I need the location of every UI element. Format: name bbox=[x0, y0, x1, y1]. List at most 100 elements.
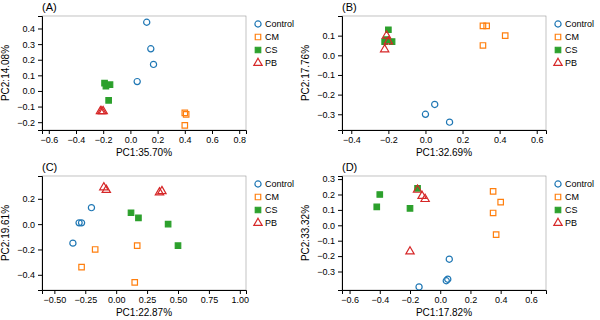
x-tick-label: 0.4 bbox=[179, 135, 192, 145]
x-tick-mark bbox=[85, 290, 86, 294]
point bbox=[377, 192, 382, 197]
point bbox=[406, 247, 414, 254]
y-tick-label: 0.1 bbox=[322, 31, 335, 41]
point bbox=[416, 284, 422, 290]
point bbox=[136, 215, 141, 220]
series bbox=[102, 80, 113, 103]
x-tick-mark bbox=[103, 130, 104, 134]
x-tick: 0.4 bbox=[494, 130, 507, 145]
y-tick-label: −0.1 bbox=[317, 70, 335, 80]
x-tick: −0.25 bbox=[74, 290, 97, 305]
legend: ControlCMCSPB bbox=[554, 179, 594, 228]
plot-area bbox=[374, 185, 503, 290]
legend-item: PB bbox=[254, 58, 277, 68]
legend-label: PB bbox=[565, 58, 577, 68]
x-tick-label: −0.4 bbox=[343, 135, 361, 145]
point bbox=[158, 186, 166, 193]
point bbox=[374, 204, 379, 209]
legend-label: CM bbox=[565, 192, 579, 202]
title: (D) bbox=[342, 161, 357, 173]
legend-item: CS bbox=[255, 45, 277, 55]
point bbox=[144, 19, 150, 25]
y-tick-mark bbox=[338, 194, 342, 195]
point bbox=[480, 43, 485, 48]
point bbox=[502, 33, 507, 38]
legend-label: Control bbox=[265, 19, 294, 29]
point bbox=[107, 82, 112, 87]
y-tick-mark bbox=[38, 75, 42, 76]
y-tick-mark bbox=[38, 224, 42, 225]
legend-label: PB bbox=[565, 218, 577, 228]
point bbox=[182, 123, 187, 128]
point bbox=[78, 220, 84, 226]
x-tick: −0.2 bbox=[402, 290, 420, 305]
point bbox=[493, 232, 498, 237]
x-tick-label: −0.2 bbox=[380, 135, 398, 145]
y-tick-label: 0.1 bbox=[22, 71, 35, 81]
y-tick-mark bbox=[338, 256, 342, 257]
x-tick-mark bbox=[388, 130, 389, 134]
plot-area bbox=[380, 23, 507, 125]
point bbox=[432, 101, 438, 107]
series bbox=[79, 243, 140, 285]
y-tick-mark bbox=[38, 199, 42, 200]
x-tick-label: 0.75 bbox=[201, 295, 219, 305]
series bbox=[380, 31, 392, 52]
y-tick-label: 0.0 bbox=[322, 221, 335, 231]
legend-item: Control bbox=[255, 19, 294, 29]
x-tick-mark bbox=[49, 130, 50, 134]
x-tick-mark bbox=[178, 290, 179, 294]
x-tick: 0.4 bbox=[495, 290, 508, 305]
y-tick: −0.2 bbox=[17, 118, 42, 128]
y-tick: 0.0 bbox=[322, 51, 342, 61]
x-tick: −0.6 bbox=[341, 290, 359, 305]
y-tick-label: −0.2 bbox=[317, 90, 335, 100]
y-tick-mark bbox=[38, 28, 42, 29]
y-tick-mark bbox=[338, 55, 342, 56]
point bbox=[490, 210, 495, 215]
point bbox=[446, 256, 452, 262]
legend-marker bbox=[255, 21, 261, 27]
legend-label: CM bbox=[265, 192, 279, 202]
series bbox=[480, 23, 508, 48]
x-tick-label: 0.0 bbox=[125, 135, 138, 145]
panel: −0.6−0.4−0.20.00.20.40.6−0.3−0.2−0.10.00… bbox=[300, 161, 594, 318]
x-tick: 0.8 bbox=[233, 130, 246, 145]
y-tick-label: −0.1 bbox=[17, 102, 35, 112]
x-tick-mark bbox=[351, 130, 352, 134]
x-tick-mark bbox=[440, 290, 441, 294]
series bbox=[422, 101, 452, 125]
plot-frame bbox=[342, 176, 546, 290]
legend-item: PB bbox=[554, 218, 577, 228]
x-tick: 0.25 bbox=[139, 290, 157, 305]
y-tick-mark bbox=[338, 225, 342, 226]
x-tick: 0.2 bbox=[465, 290, 478, 305]
y-tick-mark bbox=[338, 95, 342, 96]
point bbox=[92, 247, 97, 252]
point bbox=[88, 205, 94, 211]
x-tick-mark bbox=[239, 130, 240, 134]
y-tick-label: 0.2 bbox=[322, 190, 335, 200]
y-tick: −0.4 bbox=[17, 270, 42, 280]
series bbox=[96, 106, 107, 113]
point bbox=[498, 199, 503, 204]
y-tick-label: 0.2 bbox=[22, 194, 35, 204]
y-tick-label: 0.0 bbox=[22, 86, 35, 96]
point bbox=[380, 45, 388, 52]
y-tick-mark bbox=[338, 272, 342, 273]
x-axis-line bbox=[343, 291, 547, 295]
panel: −0.4−0.20.00.20.40.6−0.3−0.2−0.10.00.1(B… bbox=[300, 1, 594, 158]
y-axis-line bbox=[338, 17, 343, 131]
y-tick-label: −0.1 bbox=[317, 236, 335, 246]
x-tick-label: −0.2 bbox=[402, 295, 420, 305]
legend-marker bbox=[255, 207, 260, 212]
x-tick: 0.75 bbox=[201, 290, 219, 305]
legend-marker bbox=[254, 218, 262, 225]
y-tick-label: −0.3 bbox=[317, 267, 335, 277]
x-axis: −0.4−0.20.00.20.40.6 bbox=[343, 130, 547, 145]
x-tick: 0.6 bbox=[206, 130, 219, 145]
x-tick-label: 0.25 bbox=[139, 295, 157, 305]
y-axis-title: PC2:17.76% bbox=[300, 45, 311, 101]
panel: −0.6−0.4−0.20.00.20.40.60.8−0.2−0.10.00.… bbox=[0, 1, 294, 158]
x-tick: 0.50 bbox=[170, 290, 188, 305]
